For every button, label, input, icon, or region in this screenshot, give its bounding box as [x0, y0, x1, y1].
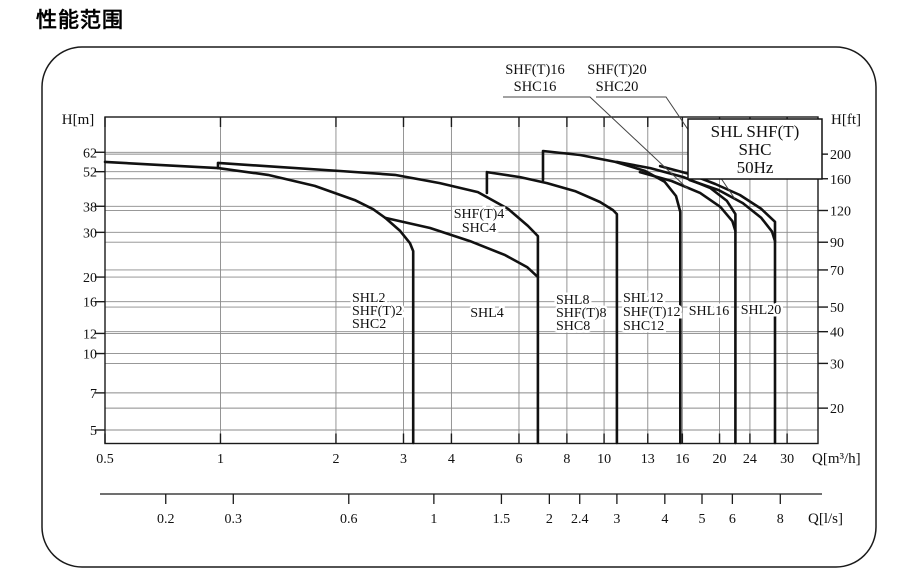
region-label: SHL8	[556, 293, 589, 308]
y-left-tick-label: 38	[83, 200, 97, 215]
region-label: SHL2	[352, 291, 385, 306]
x2-tick-label: 0.3	[225, 512, 243, 527]
x-tick-label: 1	[217, 452, 224, 467]
curve-shl8-envelope	[485, 170, 619, 445]
x-tick-label: 13	[641, 452, 655, 467]
curve-shl2-shf-t-2-shc2-envelope	[103, 160, 415, 445]
y-left-tick-label: 10	[83, 348, 97, 363]
callout-label: SHF(T)16	[505, 62, 565, 78]
x2-tick-label: 0.2	[157, 512, 175, 527]
x2-tick-label: 1	[430, 512, 437, 527]
region-labels: SHF(T)4SHC4SHL2SHF(T)2SHC2SHL4SHL8SHF(T)…	[350, 205, 784, 337]
axis-unit-labels: H[m] H[ft] Q[m³/h]	[62, 112, 861, 467]
secondary-x-axis: 0.2 0.3 0.6 1 1.5 2 2.4 3 4 5 6 8 Q[l/s]	[100, 493, 843, 527]
x2-axis-label: Q[l/s]	[808, 511, 843, 527]
x2-tick-label: 3	[613, 512, 620, 527]
x-tick-label: 6	[515, 452, 522, 467]
y-left-tick-label: 20	[83, 271, 97, 286]
region-label: SHF(T)4	[454, 207, 505, 222]
region-label: SHC8	[556, 319, 590, 334]
x-tick-label: 24	[743, 452, 757, 467]
region-label: SHL20	[741, 303, 781, 318]
x-tick-label: 30	[780, 452, 794, 467]
pump-range-curves	[103, 149, 777, 445]
callout-label: SHC16	[514, 79, 557, 95]
y-right-tick-label: 30	[830, 357, 844, 372]
y-left-tick-label: 12	[83, 327, 97, 342]
y-right-tick-label: 40	[830, 326, 844, 341]
outer-border	[41, 46, 877, 568]
region-label: SHL16	[689, 304, 729, 319]
region-label: SHC2	[352, 317, 386, 332]
legend-text: SHL SHF(T)	[711, 122, 800, 141]
y-right-tick-label: 120	[830, 204, 851, 219]
y-left-tick-label: 7	[90, 387, 97, 402]
y-right-tick-label: 200	[830, 148, 851, 163]
x-tick-label: 10	[597, 452, 611, 467]
y-left-tick-label: 52	[83, 166, 97, 181]
region-label: SHL12	[623, 291, 663, 306]
region-label: SHF(T)8	[556, 306, 607, 321]
callout-label: SHF(T)20	[587, 62, 647, 78]
x2-tick-label: 6	[729, 512, 736, 527]
x2-tick-label: 4	[661, 512, 668, 527]
y-right-tick-label: 160	[830, 173, 851, 188]
x2-tick-label: 0.6	[340, 512, 358, 527]
legend-text: 50Hz	[737, 158, 774, 177]
x-tick-label: 2	[332, 452, 339, 467]
leader-line	[503, 96, 689, 190]
x2-tick-label: 1.5	[493, 512, 511, 527]
curve-shl12-envelope	[541, 149, 682, 445]
curve-shf-t-20-shc20-curve	[688, 178, 777, 243]
region-label: SHF(T)2	[352, 304, 403, 319]
x-tick-label: 3	[400, 452, 407, 467]
curve-shf-t-4-shc4-curve	[384, 216, 540, 279]
x2-tick-label: 5	[698, 512, 705, 527]
y-left-tick-label: 62	[83, 146, 97, 161]
legend-box	[687, 118, 823, 180]
y-left-tick-label: 30	[83, 226, 97, 241]
region-label: SHC12	[623, 319, 664, 334]
y-right-tick-label: 70	[830, 264, 844, 279]
y-left-axis-label: H[m]	[62, 112, 95, 128]
region-label: SHC4	[462, 221, 496, 236]
y-left-tick-label: 5	[90, 424, 97, 439]
y-right-axis-label: H[ft]	[831, 112, 861, 128]
x-axis-label: Q[m³/h]	[812, 451, 861, 467]
x-tick-label: 20	[713, 452, 727, 467]
x2-tick-label: 2	[546, 512, 553, 527]
x2-tick-label: 8	[777, 512, 784, 527]
curve-shf-t-16-shc16-curve	[638, 170, 737, 233]
region-label: SHL4	[470, 306, 503, 321]
region-label: SHF(T)12	[623, 305, 681, 320]
x-tick-label: 4	[448, 452, 455, 467]
callout-label: SHC20	[596, 79, 639, 95]
x2-tick-label: 2.4	[571, 512, 589, 527]
curve-shl4-envelope	[216, 161, 540, 445]
x-tick-label: 8	[563, 452, 570, 467]
y-right-tick-label: 20	[830, 402, 844, 417]
y-left-tick-label: 16	[83, 296, 97, 311]
x-tick-label: 16	[675, 452, 689, 467]
axis-tick-labels: 0.5 1 2 3 4 6 8 10 13 16 20 24 306252383020161210752…	[83, 146, 851, 467]
page-title: 性能范围	[36, 9, 124, 32]
legend-text: SHC	[738, 140, 771, 159]
y-right-tick-label: 50	[830, 301, 844, 316]
y-right-tick-label: 90	[830, 236, 844, 251]
x-tick-label: 0.5	[96, 452, 114, 467]
